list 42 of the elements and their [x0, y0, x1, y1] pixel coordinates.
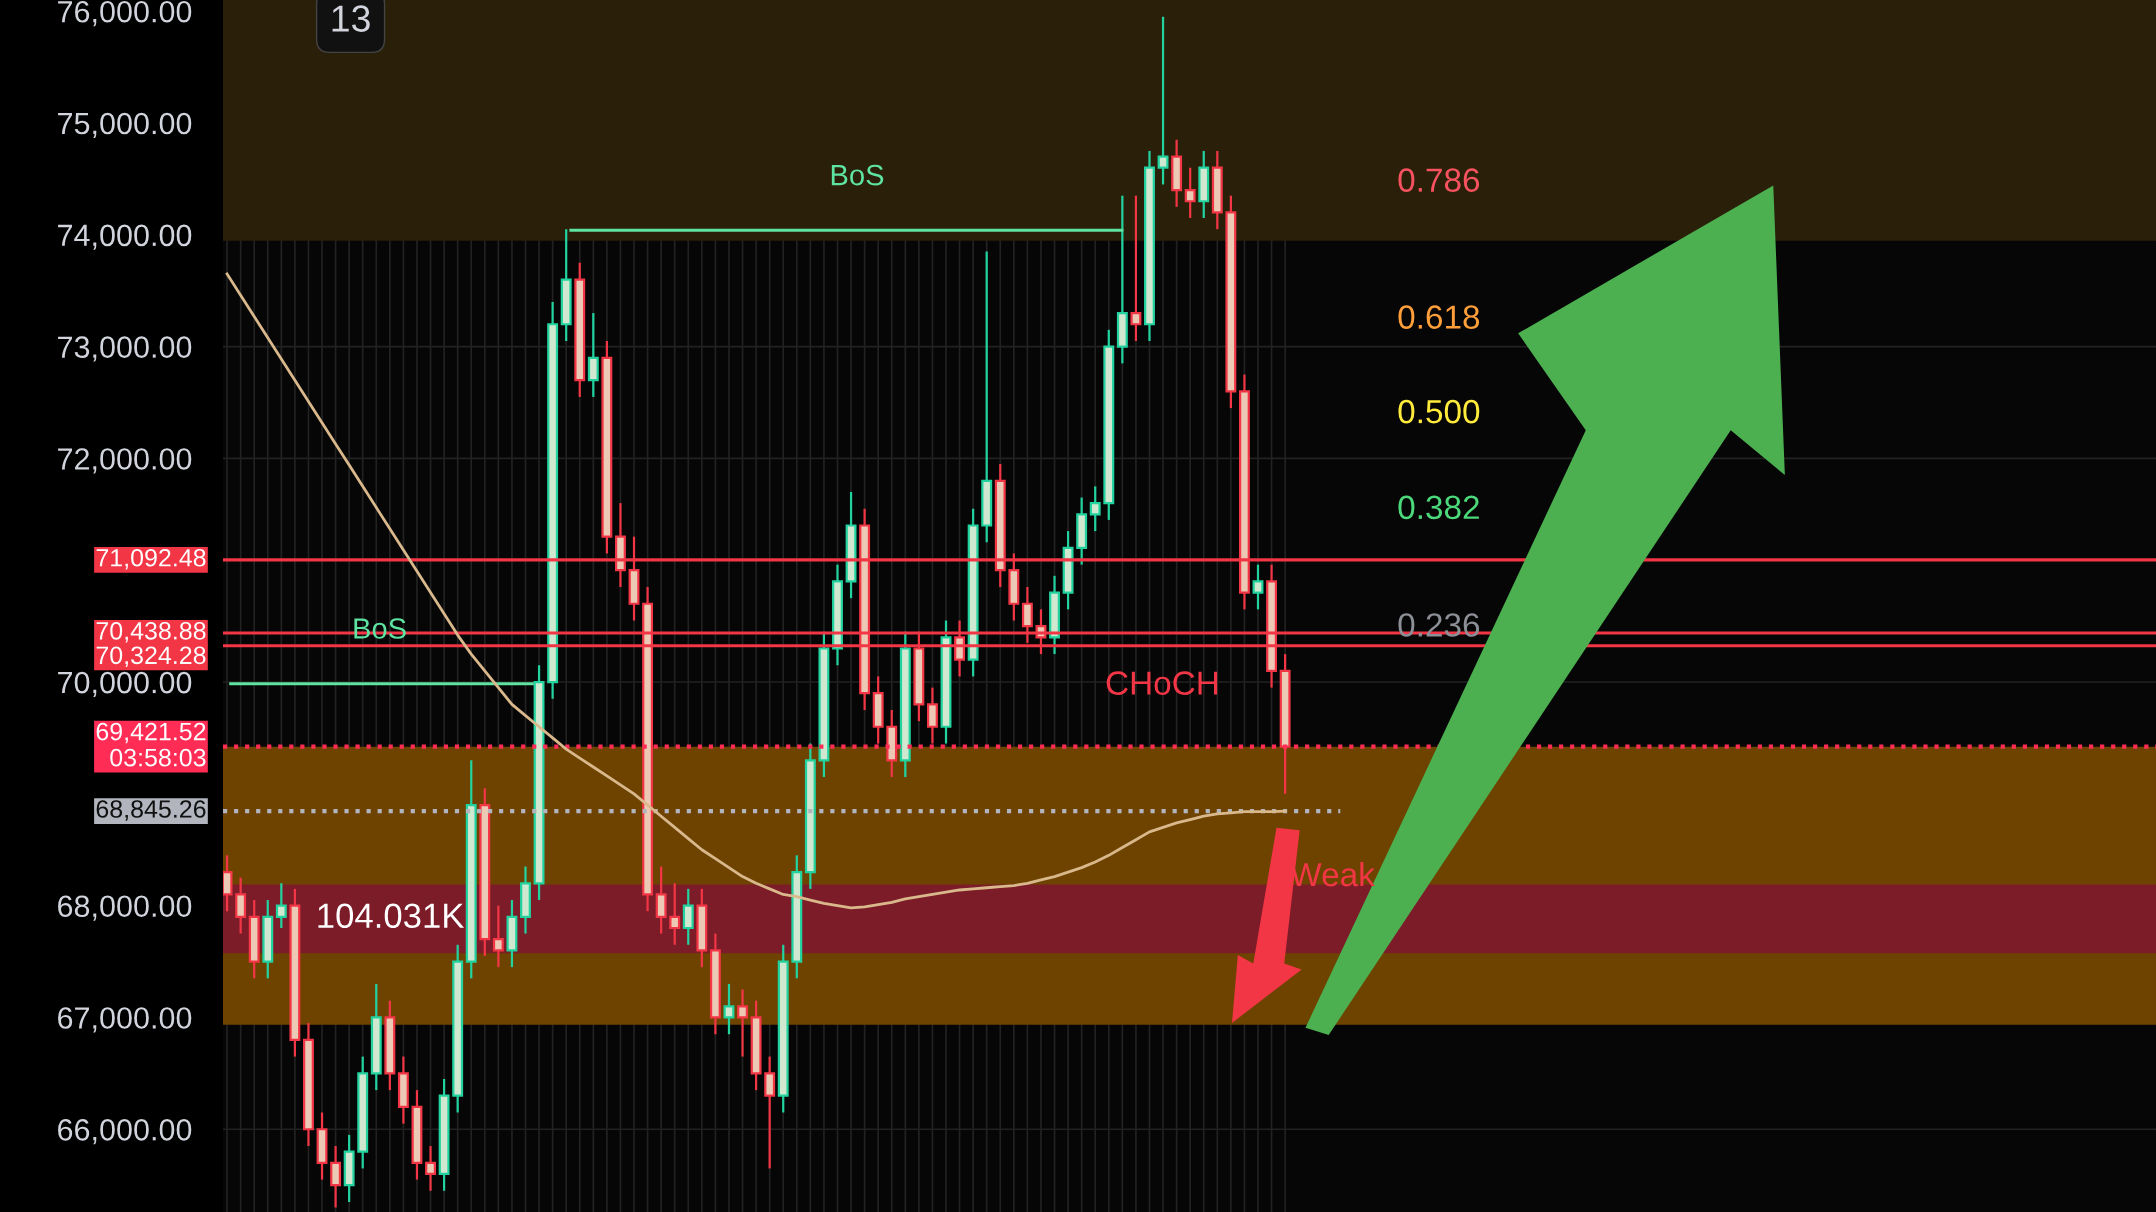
y-tick-label: 76,000.00 [58, 0, 192, 27]
text: 0.500 [1398, 399, 1480, 424]
ref-line-label: 69,421.52 03:58:03 [96, 722, 206, 767]
y-tick-label: 74,000.00 [58, 224, 192, 250]
candlestick [1089, 485, 1101, 533]
candlestick [723, 982, 735, 1036]
candlestick [1252, 563, 1264, 611]
annotation: Weak [1290, 861, 1375, 887]
y-tick-label: 75,000.00 [58, 112, 192, 138]
y-tick-label: 68,000.00 [58, 895, 192, 921]
text: 0.618 [1398, 305, 1480, 329]
candlestick [235, 876, 247, 935]
candlestick [1157, 15, 1169, 186]
candlestick [682, 887, 694, 946]
band-label: 104.031K [318, 903, 465, 929]
candlestick [655, 865, 667, 935]
y-tick-label: 72,000.00 [58, 448, 192, 474]
text: 0.382 [1398, 495, 1479, 520]
candlestick [223, 854, 233, 913]
candlestick [926, 686, 938, 745]
ref-line-label: BoS [831, 164, 884, 186]
candlestick [492, 904, 504, 969]
y-tick-label: 66,000.00 [58, 1119, 192, 1145]
annotation: 13 [332, 5, 370, 32]
candlestick [275, 882, 287, 930]
candlestick [737, 988, 748, 1058]
y-tick-label: 70,000.00 [58, 671, 192, 698]
candlestick [764, 1055, 776, 1170]
text: 0.786 [1398, 168, 1480, 192]
annotation: CHoCH [1106, 671, 1218, 695]
candlestick [1130, 194, 1142, 343]
candlestick [425, 1144, 436, 1192]
y-tick-label: 67,000.00 [58, 1007, 192, 1033]
ref-line-label: 70,324.28 [96, 646, 206, 668]
ref-line-label: 70,438.88 [96, 621, 206, 643]
candlestick [587, 311, 599, 399]
candlestick [330, 1144, 342, 1209]
candlestick [1184, 166, 1196, 220]
ref-line-label: 71,092.48 [96, 548, 206, 570]
candlestick [669, 882, 681, 946]
y-tick-label: 73,000.00 [58, 336, 192, 362]
ref-line-label: 68,845.26 [96, 800, 206, 821]
